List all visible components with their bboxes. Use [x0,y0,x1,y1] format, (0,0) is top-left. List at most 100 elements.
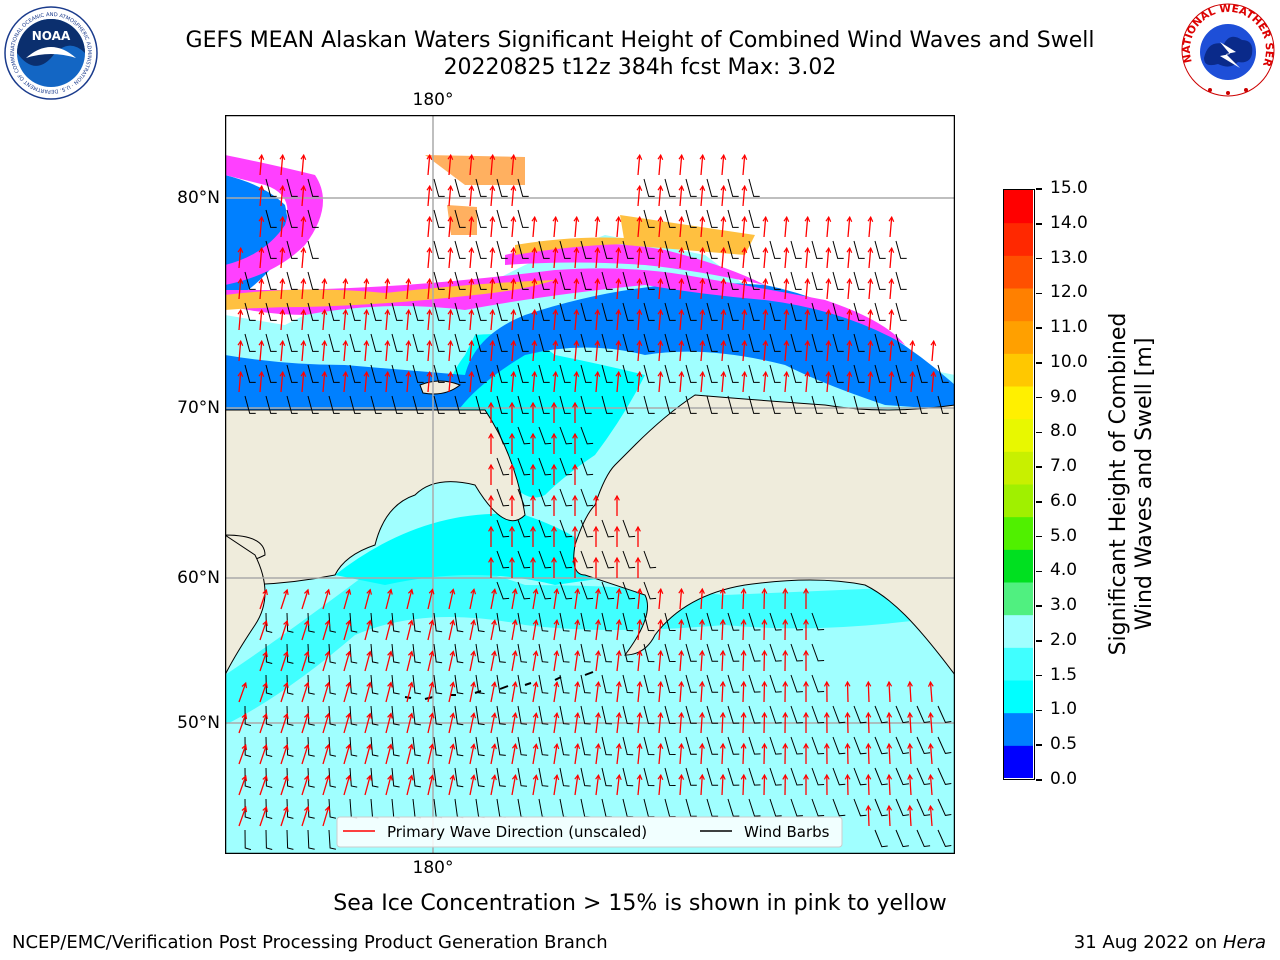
wave-arrow-head [574,680,581,688]
wave-direction-arrow [448,620,454,641]
wind-barb [874,364,886,383]
wave-direction-arrow [490,620,496,641]
colorbar-ticks: 0.0 0.5 1.0 1.5 2.0 3.0 4.0 5.0 6.0 7.0 8.0 9.0 10.0… [1036,178,1106,789]
wave-arrow-head [719,742,726,749]
wave-direction-arrow [721,743,724,765]
wave-arrow-head [846,370,853,377]
wave-direction-arrow [574,651,579,672]
wave-arrow-head [573,215,580,222]
wind-barb [265,829,273,850]
wind-barb [517,612,528,632]
wind-barb [790,395,802,414]
wave-direction-arrow [406,713,413,734]
wave-arrow-head [678,246,685,253]
wind-barb [307,395,319,414]
wave-direction-arrow [406,775,413,796]
wind-barb [727,302,739,321]
wind-barb [433,612,443,633]
wave-direction-arrow [637,217,641,238]
wave-arrow-head [927,742,934,749]
wave-direction-arrow [888,712,891,734]
wind-barb [517,302,529,321]
wind-barb [265,798,273,819]
wind-barb [937,705,952,723]
wave-direction-arrow [847,310,851,331]
wind-barb [916,364,928,383]
wind-barb [601,705,613,725]
wave-arrow-head [657,587,664,594]
wave-direction-arrow [888,774,891,796]
wave-arrow-head [363,370,370,377]
wave-direction-arrow [301,155,305,176]
wave-direction-arrow [427,775,434,796]
wave-arrow-head [426,370,433,377]
wave-arrow-head [468,246,475,253]
wave-arrow-head [657,184,664,191]
wind-barb [832,364,844,383]
wind-barb [307,767,315,788]
wind-barb [412,302,424,321]
title-line-2: 20220825 t12z 384h fcst Max: 3.02 [443,55,837,80]
wave-arrow-head [720,308,727,315]
wave-arrow-head [636,618,643,625]
wind-barb [580,364,592,383]
wind-barb [769,364,781,383]
wave-arrow-head [279,370,286,377]
wind-barb [832,736,846,755]
wave-arrow-head [258,277,265,284]
wave-arrow-head [470,588,477,595]
wave-direction-arrow [763,619,766,641]
wind-barb [580,457,594,476]
wave-direction-arrow [469,651,475,672]
wind-barb [286,798,294,819]
wave-direction-arrow [511,682,517,703]
wave-arrow-head [447,153,454,160]
wind-barb [412,705,421,726]
wind-barb [286,271,298,290]
wave-arrow-head [867,246,874,253]
wave-arrow-head [699,277,706,284]
wave-arrow-head [741,277,748,284]
wind-barb [433,736,443,757]
wind-barb [664,178,676,197]
wave-direction-arrow [364,651,371,672]
legend-wave-label: Primary Wave Direction (unscaled) [387,823,647,841]
wind-barb [580,271,592,290]
wind-barb [349,333,361,352]
wave-direction-arrow [427,744,434,765]
wave-direction-arrow [280,744,288,765]
wave-arrow-head [595,711,601,719]
wind-barb [664,643,676,662]
wave-arrow-head [782,587,789,594]
wind-barb [769,705,782,724]
wave-direction-arrow [637,310,641,331]
nws-logo: NATIONAL WEATHER SERVICE [1176,0,1276,98]
wave-arrow-head [551,556,557,563]
wave-arrow-head [574,711,581,719]
wave-arrow-head [846,308,853,315]
wind-barb [622,364,634,383]
wave-direction-arrow [301,248,305,269]
map-panel[interactable]: Primary Wave Direction (unscaled) Wind B… [224,114,956,855]
wind-barb [433,705,443,726]
wind-barb [286,364,298,383]
wind-barb [475,333,487,352]
wave-direction-arrow [469,310,473,331]
wave-arrow-head [428,681,435,688]
wind-barb [790,271,802,290]
wind-barb [391,674,400,695]
wind-barb [349,674,358,695]
wind-barb [853,364,865,383]
wind-barb [370,333,382,352]
sea-ice-orange [225,280,555,310]
wave-arrow-head [699,215,706,222]
wave-arrow-head [551,401,557,408]
wave-direction-arrow [658,310,662,331]
wave-direction-arrow [784,341,788,362]
wave-direction-arrow [595,682,600,703]
wave-direction-arrow [259,372,263,393]
wave-direction-arrow [322,775,330,796]
wave-arrow-head [283,588,289,596]
wave-arrow-head [509,463,515,470]
wave-arrow-head [803,618,809,625]
